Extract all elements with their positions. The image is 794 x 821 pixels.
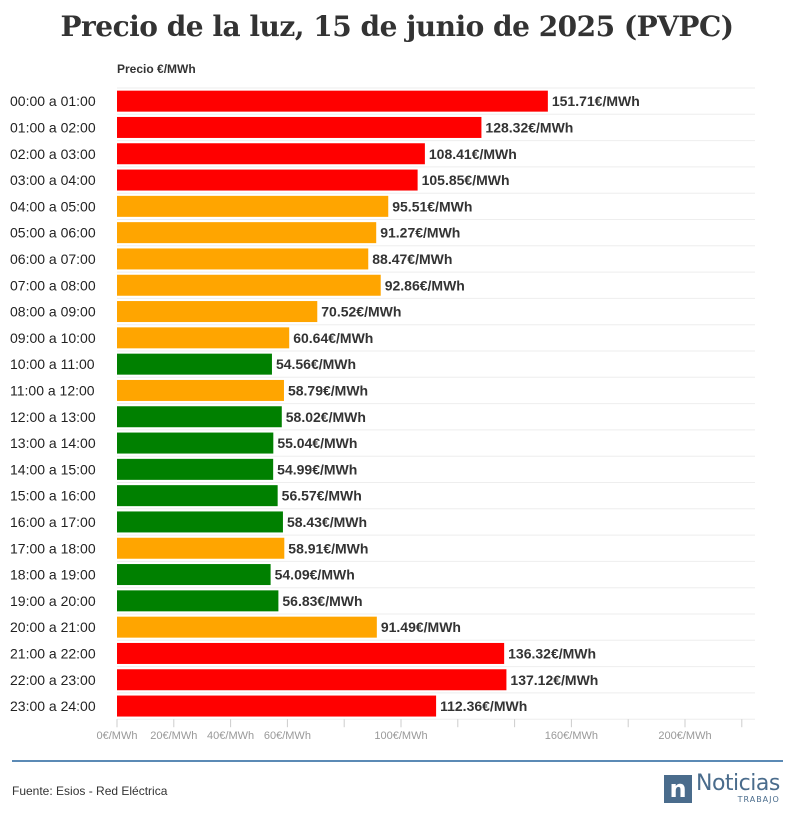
category-label: 13:00 a 14:00 — [10, 435, 96, 451]
category-label: 21:00 a 22:00 — [10, 645, 96, 661]
logo-subtitle: TRABAJO — [737, 795, 780, 804]
category-label: 02:00 a 03:00 — [10, 146, 96, 162]
bar — [117, 195, 389, 217]
data-label: 136.32€/MWh — [508, 645, 596, 661]
bar — [117, 169, 418, 191]
bar — [117, 669, 507, 691]
logo-mark-icon: n — [664, 775, 692, 803]
category-label: 19:00 a 20:00 — [10, 593, 96, 609]
data-label: 128.32€/MWh — [485, 119, 573, 135]
category-label: 16:00 a 17:00 — [10, 514, 96, 530]
bar — [117, 590, 279, 612]
data-label: 54.56€/MWh — [276, 356, 356, 372]
x-tick-label: 200€/MWh — [658, 730, 711, 742]
data-label: 88.47€/MWh — [372, 251, 452, 267]
bar — [117, 116, 482, 138]
data-label: 56.57€/MWh — [282, 488, 362, 504]
category-label: 20:00 a 21:00 — [10, 619, 96, 635]
category-label: 12:00 a 13:00 — [10, 409, 96, 425]
data-label: 137.12€/MWh — [510, 672, 598, 688]
data-label: 112.36€/MWh — [440, 698, 527, 714]
x-tick-label: 60€/MWh — [264, 730, 311, 742]
bar — [117, 379, 284, 401]
logo-mark-letter: n — [669, 775, 687, 803]
bar — [117, 222, 377, 244]
bar — [117, 695, 437, 717]
x-tick-label: 20€/MWh — [150, 730, 197, 742]
bar — [117, 458, 274, 480]
bar — [117, 432, 274, 454]
data-label: 58.43€/MWh — [287, 514, 367, 530]
bar — [117, 327, 290, 349]
data-label: 55.04€/MWh — [277, 435, 357, 451]
bar — [117, 90, 548, 112]
category-label: 04:00 a 05:00 — [10, 198, 96, 214]
chart-title: Precio de la luz, 15 de junio de 2025 (P… — [60, 10, 734, 43]
data-label: 92.86€/MWh — [385, 277, 465, 293]
footer-divider — [12, 760, 783, 762]
data-label: 54.09€/MWh — [275, 567, 355, 583]
category-label: 00:00 a 01:00 — [10, 93, 96, 109]
bar — [117, 353, 272, 375]
bar — [117, 301, 318, 323]
logo-text: Noticias TRABAJO — [696, 773, 780, 805]
data-label: 95.51€/MWh — [392, 198, 472, 214]
data-label: 151.71€/MWh — [552, 93, 640, 109]
bar — [117, 274, 381, 296]
data-label: 56.83€/MWh — [282, 593, 362, 609]
bar — [117, 406, 282, 428]
bar-chart: 0€/MWh 20€/MWh 40€/MWh 60€/MWh 100€/MWh 160€/… — [10, 87, 755, 742]
bar — [117, 511, 283, 533]
bar — [117, 642, 505, 664]
x-tick-label: 160€/MWh — [545, 730, 598, 742]
bar — [117, 485, 278, 507]
category-label: 11:00 a 12:00 — [10, 382, 95, 398]
data-label: 58.02€/MWh — [286, 409, 366, 425]
bar — [117, 564, 271, 586]
x-tick-label: 100€/MWh — [374, 730, 427, 742]
category-label: 01:00 a 02:00 — [10, 119, 96, 135]
category-label: 15:00 a 16:00 — [10, 488, 96, 504]
bar — [117, 143, 425, 165]
source-note: Fuente: Esios - Red Eléctrica — [12, 784, 168, 798]
noticias-trabajo-logo: n Noticias TRABAJO — [664, 773, 780, 805]
bar — [117, 537, 285, 559]
category-label: 10:00 a 11:00 — [10, 356, 95, 372]
data-label: 91.49€/MWh — [381, 619, 461, 635]
data-label: 105.85€/MWh — [422, 172, 510, 188]
x-tick-label: 0€/MWh — [97, 730, 138, 742]
category-label: 18:00 a 19:00 — [10, 567, 96, 583]
bar — [117, 616, 377, 638]
category-label: 07:00 a 08:00 — [10, 277, 96, 293]
data-label: 60.64€/MWh — [293, 330, 373, 346]
data-label: 91.27€/MWh — [380, 225, 460, 241]
category-label: 14:00 a 15:00 — [10, 461, 96, 477]
category-label: 08:00 a 09:00 — [10, 304, 96, 320]
category-label: 22:00 a 23:00 — [10, 672, 96, 688]
data-label: 54.99€/MWh — [277, 461, 357, 477]
data-label: 58.91€/MWh — [288, 540, 368, 556]
data-label: 70.52€/MWh — [321, 304, 401, 320]
category-label: 03:00 a 04:00 — [10, 172, 96, 188]
y-axis-label: Precio €/MWh — [117, 62, 196, 76]
category-label: 06:00 a 07:00 — [10, 251, 96, 267]
category-label: 05:00 a 06:00 — [10, 225, 96, 241]
data-label: 108.41€/MWh — [429, 146, 517, 162]
x-tick-label: 40€/MWh — [207, 730, 254, 742]
category-label: 23:00 a 24:00 — [10, 698, 96, 714]
category-label: 09:00 a 10:00 — [10, 330, 96, 346]
category-label: 17:00 a 18:00 — [10, 540, 96, 556]
data-label: 58.79€/MWh — [288, 382, 368, 398]
bar — [117, 248, 369, 270]
logo-name: Noticias — [696, 771, 780, 796]
